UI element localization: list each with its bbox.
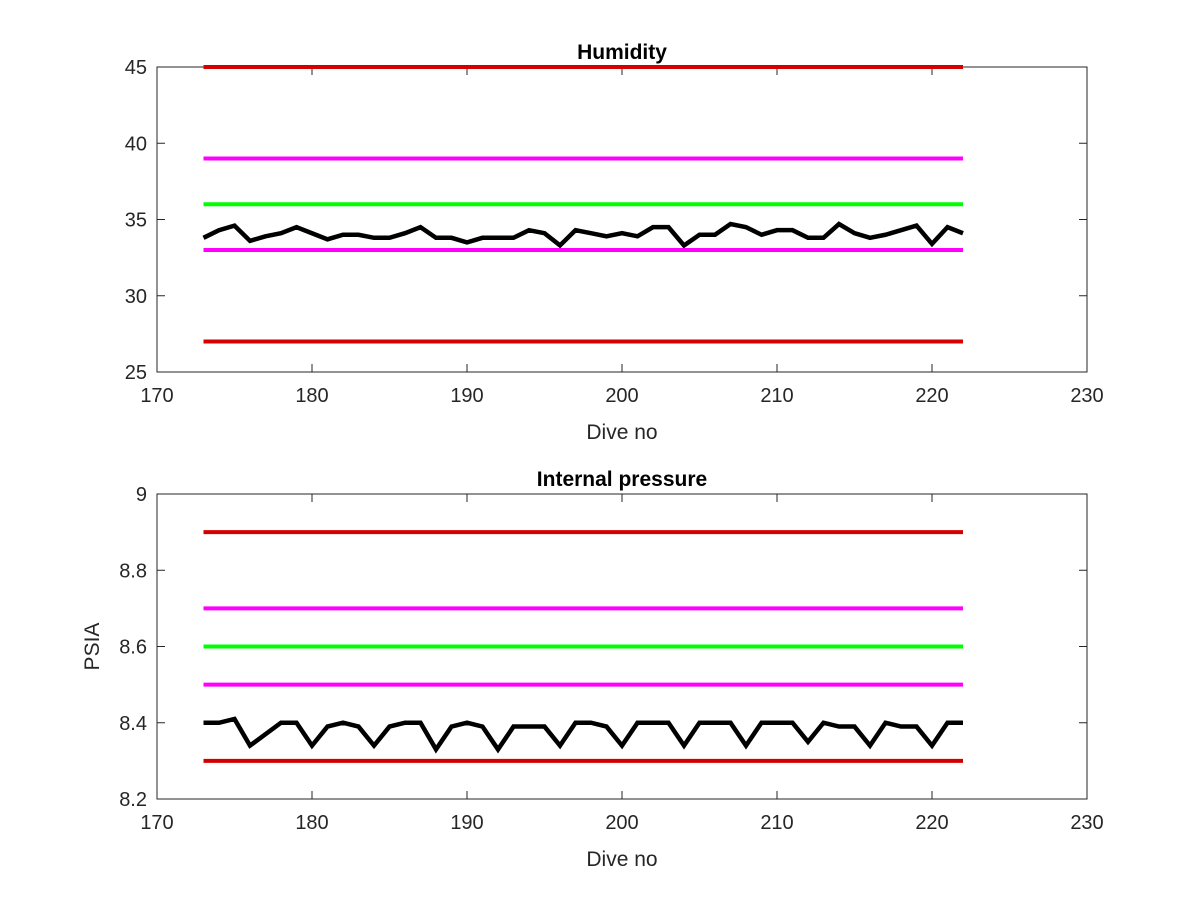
x-tick-label: 170	[140, 812, 173, 834]
x-axis-label: Dive no	[586, 421, 657, 444]
y-tick-label: 8.6	[119, 637, 147, 659]
x-tick-label: 200	[605, 385, 638, 407]
y-tick-label: 40	[125, 133, 147, 155]
x-tick-label: 170	[140, 385, 173, 407]
x-tick-label: 210	[760, 385, 793, 407]
y-tick-label: 8.8	[119, 560, 147, 582]
series-line-3	[202, 221, 964, 249]
y-tick-label: 9	[136, 484, 147, 506]
x-tick-label: 180	[295, 812, 328, 834]
humidity-panel: 170 180 190 200 210 220 230 25 30 35 40 45 Humidity D…	[125, 41, 1104, 444]
x-tick-label: 220	[915, 385, 948, 407]
y-tick-label: 45	[125, 57, 147, 79]
x-tick-label: 190	[450, 385, 483, 407]
y-tick-label: 35	[125, 210, 147, 232]
x-tick-label: 200	[605, 812, 638, 834]
x-tick-label: 180	[295, 385, 328, 407]
x-tick-label: 230	[1070, 385, 1103, 407]
y-tick-label: 8.2	[119, 789, 147, 811]
series-line-4	[203, 716, 963, 754]
y-tick-label: 8.4	[119, 713, 147, 735]
x-tick-label: 190	[450, 812, 483, 834]
x-axis-label: Dive no	[586, 848, 657, 871]
x-tick-label: 230	[1070, 812, 1103, 834]
y-tick-label: 25	[125, 362, 147, 384]
x-tick-label: 210	[760, 812, 793, 834]
chart-title: Internal pressure	[537, 468, 707, 491]
chart-title: Humidity	[577, 41, 667, 64]
x-tick-label: 220	[915, 812, 948, 834]
y-axis-label: PSIA	[81, 623, 104, 671]
y-tick-label: 30	[125, 286, 147, 308]
internal-pressure-panel: 170 180 190 200 210 220 230 8.2 8.4 8.6 8.8 9 Intern…	[81, 468, 1104, 871]
